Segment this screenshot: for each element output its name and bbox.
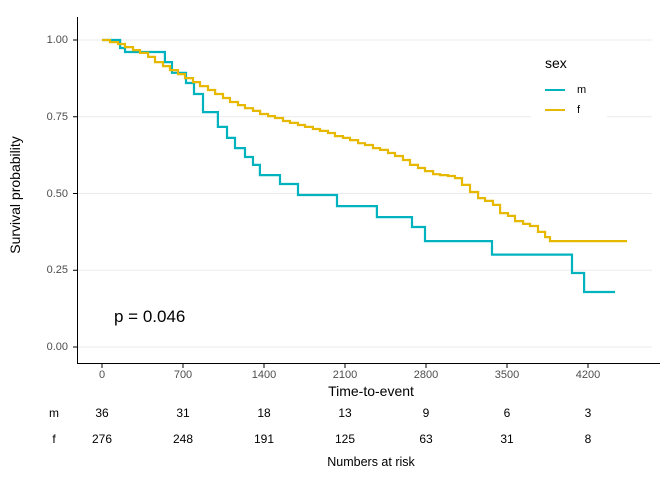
risk-count: 31	[176, 406, 190, 420]
risk-count: 18	[257, 406, 271, 420]
x-tick-label: 4200	[575, 369, 601, 381]
legend-label-f: f	[577, 103, 581, 116]
risk-row-label-f: f	[52, 432, 56, 446]
risk-count: 276	[91, 432, 113, 446]
risk-count: 125	[334, 432, 356, 446]
risk-count: 8	[584, 432, 592, 446]
risk-count: 248	[172, 432, 194, 446]
risk-count: 31	[500, 432, 514, 446]
risk-row-label-m: m	[49, 406, 59, 420]
risk-count: 36	[95, 406, 109, 420]
x-tick-label: 700	[173, 369, 193, 381]
y-tick-label: 0.75	[46, 110, 68, 123]
y-tick-label: 0.25	[46, 264, 68, 277]
risk-count: 9	[422, 406, 430, 420]
x-axis-title: Time-to-event	[328, 383, 414, 399]
risk-count: 3	[584, 406, 592, 420]
legend-swatch-m-line	[545, 88, 565, 92]
risk-count: 63	[419, 432, 433, 446]
y-tick-label: 1.00	[46, 34, 68, 46]
legend-title: sex	[545, 55, 567, 71]
risk-count: 6	[503, 406, 511, 420]
legend-backing	[531, 46, 607, 122]
x-tick-label: 3500	[494, 369, 520, 381]
legend-swatch-f-line	[545, 108, 565, 112]
risk-count: 191	[253, 432, 275, 446]
legend-item-f: f	[545, 104, 580, 116]
survival-curve-m	[102, 38, 616, 294]
survival-curve-f	[102, 38, 627, 243]
x-tick-label: 0	[98, 369, 106, 381]
y-tick-label: 0.00	[46, 341, 68, 353]
x-tick-label: 2100	[332, 369, 358, 381]
x-tick-label: 1400	[251, 369, 277, 381]
risk-count: 13	[338, 406, 352, 420]
risk-table-caption: Numbers at risk	[327, 455, 415, 469]
legend-item-m: m	[545, 84, 586, 96]
p-value-label: p = 0.046	[114, 307, 186, 326]
x-tick-label: 2800	[413, 369, 439, 381]
y-tick-label: 0.50	[46, 187, 68, 200]
legend-label-m: m	[577, 83, 587, 96]
